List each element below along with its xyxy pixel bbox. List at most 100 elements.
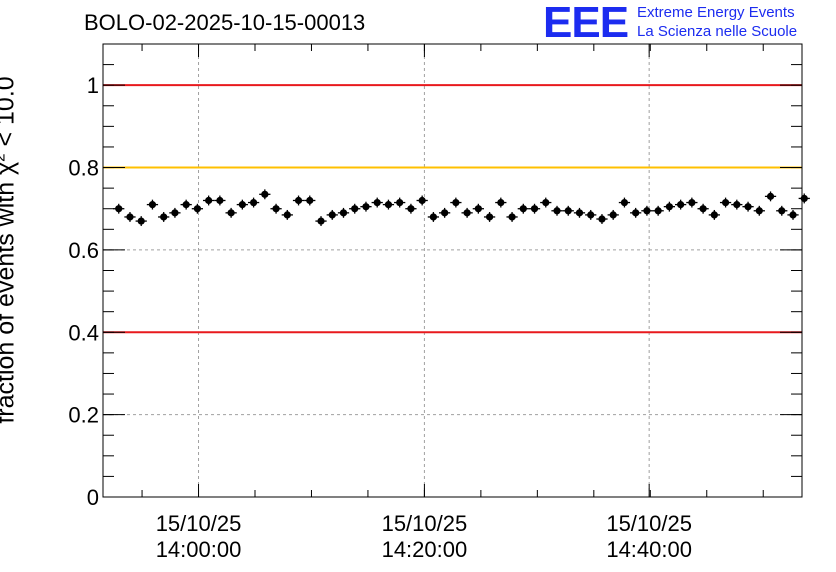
data-point: [753, 205, 765, 216]
data-point: [742, 201, 754, 212]
data-marker: [677, 201, 685, 209]
data-marker: [126, 213, 134, 221]
data-point: [540, 197, 552, 208]
y-axis-label-exponent: 2: [0, 153, 8, 161]
data-point: [719, 197, 732, 208]
data-point: [236, 199, 248, 210]
data-point: [618, 197, 631, 208]
data-marker: [609, 211, 617, 219]
data-marker: [238, 201, 246, 209]
data-marker: [744, 203, 752, 211]
data-marker: [721, 198, 730, 207]
data-marker: [441, 209, 449, 217]
x-tick-label-time: 14:40:00: [606, 537, 692, 562]
data-point: [326, 209, 338, 220]
data-point: [652, 205, 664, 216]
data-marker: [755, 207, 763, 215]
data-point: [113, 203, 125, 214]
data-point: [607, 209, 619, 220]
y-tick-label: 0.6: [68, 238, 99, 263]
data-marker: [182, 201, 190, 209]
data-point: [427, 212, 440, 222]
data-marker: [463, 209, 471, 217]
data-marker: [542, 198, 550, 207]
data-point: [382, 199, 395, 210]
data-marker: [452, 198, 460, 207]
data-point: [180, 199, 192, 210]
data-marker: [328, 211, 336, 219]
data-marker: [643, 207, 651, 215]
data-marker: [272, 205, 280, 213]
data-marker: [216, 196, 224, 205]
data-point: [461, 207, 473, 218]
logo-line-2: La Scienza nelle Scuole: [637, 23, 798, 40]
eee-logo: EEE: [543, 0, 629, 47]
y-axis-label-symbol: χ: [0, 162, 20, 175]
data-marker: [294, 196, 303, 205]
plot-frame: [102, 43, 803, 498]
data-point: [528, 203, 541, 214]
data-marker: [564, 207, 572, 215]
data-marker: [688, 198, 696, 207]
y-tick-labels: 0 0.2 0.4 0.6 0.8 1: [68, 73, 99, 510]
data-marker: [620, 198, 629, 207]
data-marker: [766, 192, 775, 200]
data-point: [124, 212, 136, 222]
data-point: [787, 209, 799, 220]
y-tick-label: 0.4: [68, 320, 99, 345]
data-marker: [598, 215, 606, 223]
data-point: [630, 207, 642, 218]
data-point: [247, 197, 260, 208]
data-point: [450, 197, 462, 208]
x-tick-label-time: 14:20:00: [382, 537, 468, 562]
x-tick-label-date: 15/10/25: [606, 511, 692, 536]
data-point: [506, 212, 518, 222]
data-point: [798, 193, 810, 204]
data-point: [472, 203, 484, 214]
data-points: [113, 189, 810, 227]
y-tick-label: 0.8: [68, 156, 99, 181]
data-marker: [193, 205, 201, 213]
data-point: [585, 209, 597, 220]
data-marker: [632, 209, 640, 217]
data-point: [292, 195, 305, 206]
data-point: [596, 214, 608, 224]
data-marker: [519, 205, 527, 213]
data-point: [158, 212, 170, 222]
data-point: [203, 195, 215, 206]
data-point: [225, 207, 237, 218]
data-point: [360, 201, 372, 212]
data-marker: [530, 205, 539, 213]
data-point: [416, 195, 428, 206]
data-marker: [789, 211, 797, 219]
x-tick-label-time: 14:00:00: [156, 537, 242, 562]
data-point: [731, 199, 743, 210]
data-marker: [384, 201, 393, 209]
data-marker: [778, 207, 786, 215]
data-point: [495, 197, 507, 208]
grid-lines: [103, 44, 802, 498]
data-point: [483, 212, 496, 222]
y-axis-label-suffix: < 10.0: [0, 76, 20, 146]
data-marker: [733, 201, 741, 209]
data-marker: [418, 196, 426, 205]
data-point: [573, 207, 586, 218]
data-point: [169, 207, 181, 218]
data-point: [315, 216, 327, 227]
data-marker: [665, 203, 673, 211]
data-marker: [227, 209, 235, 217]
x-tick-labels: 15/10/2514:00:0015/10/2514:20:0015/10/25…: [156, 511, 692, 562]
data-point: [697, 203, 709, 214]
data-marker: [553, 207, 561, 215]
data-marker: [407, 205, 415, 213]
data-point: [135, 216, 147, 227]
data-point: [551, 205, 563, 216]
y-tick-label: 1: [87, 73, 99, 98]
data-marker: [587, 211, 595, 219]
data-point: [686, 197, 698, 208]
y-tick-label: 0: [87, 485, 99, 510]
data-point: [675, 199, 687, 210]
data-point: [708, 209, 720, 220]
data-marker: [249, 198, 258, 207]
